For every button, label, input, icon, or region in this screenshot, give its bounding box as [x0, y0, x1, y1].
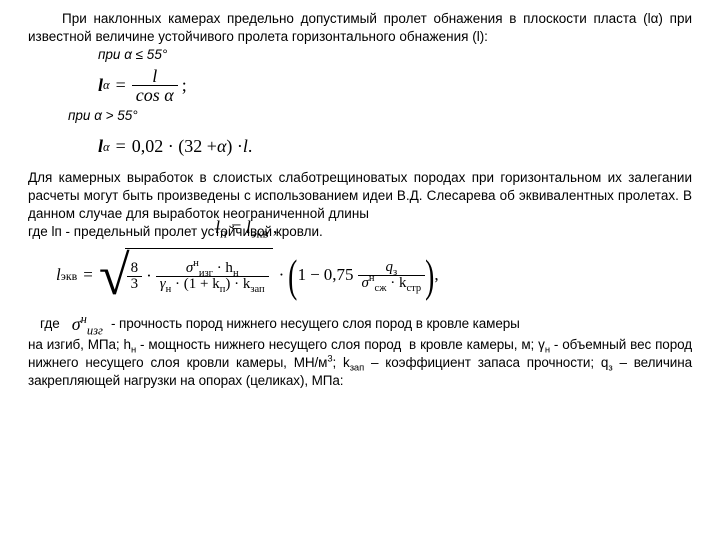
paragraph-2: Для камерных выработок в слоистых слабот… [28, 169, 692, 222]
where-label: где [28, 315, 60, 333]
intro-text: При наклонных камерах предельно допустим… [28, 11, 692, 44]
where-sigma-row: где σнизг - прочность пород нижнего несу… [28, 313, 692, 337]
condition-2: при α > 55° [28, 107, 692, 125]
where-text-rest: на изгиб, МПа; hн - мощность нижнего нес… [28, 336, 692, 389]
where-text-line1: - прочность пород нижнего несущего слоя … [111, 315, 692, 333]
condition-1: при α ≤ 55° [28, 46, 692, 64]
formula-lekv: lэкв = √ 8 3 · σнизг · hн γн · (1 + kп) … [56, 245, 692, 307]
formula-2: lα = 0,02 · (32 + α) · l. [98, 127, 692, 167]
formula-1: l α = l cos α ; [98, 65, 692, 105]
paragraph-3: где lп - предельный пролет устойчивой кр… [28, 223, 378, 241]
sigma-symbol: σнизг [66, 313, 105, 337]
intro-paragraph: При наклонных камерах предельно допустим… [28, 10, 692, 46]
paragraph-2-stack: lп = lэкв , Для камерных выработок в сло… [28, 169, 692, 222]
